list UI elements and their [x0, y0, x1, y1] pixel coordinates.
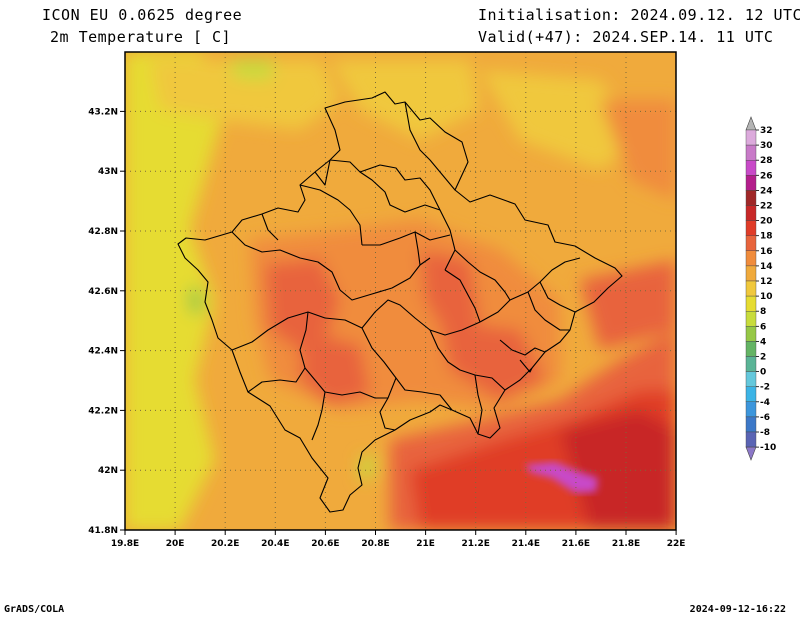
colorbar-label: 6: [760, 322, 766, 332]
variable-title: 2m Temperature [ C]: [50, 28, 232, 46]
colorbar-label: 24: [760, 186, 773, 196]
x-tick-label: 20.8E: [361, 539, 389, 549]
y-tick-label: 42.6N: [88, 287, 118, 297]
x-tick-label: 20E: [166, 539, 185, 549]
x-tick-label: 20.6E: [311, 539, 339, 549]
colorbar-label: 10: [760, 292, 773, 302]
y-axis: 41.8N 42N 42.2N 42.4N 42.6N 42.8N 43N 43.2N: [88, 107, 125, 536]
colorbar-top-arrow: [745, 116, 757, 131]
colorbar-label: 18: [760, 232, 773, 242]
colorbar-swatch: [745, 371, 757, 387]
colorbar-label: 32: [760, 126, 773, 136]
x-tick-label: 20.4E: [261, 539, 289, 549]
y-tick-label: 43.2N: [88, 107, 118, 117]
colorbar-label: -8: [760, 428, 770, 438]
colorbar-swatch: [745, 386, 757, 403]
x-tick-label: 21E: [416, 539, 435, 549]
x-tick-label: 22E: [667, 539, 686, 549]
y-tick-label: 42N: [98, 466, 118, 476]
x-axis: 19.8E 20E 20.2E 20.4E 20.6E 20.8E 21E 21.2E 21.4…: [111, 530, 686, 549]
colorbar-swatch: [745, 159, 757, 176]
valid-time: Valid(+47): 2024.SEP.14. 11 UTC: [478, 28, 774, 46]
colorbar-label: 16: [760, 247, 773, 257]
colorbar-swatch: [745, 326, 757, 342]
colorbar-swatch: [745, 431, 757, 448]
colorbar-label: 26: [760, 171, 773, 181]
colorbar-label: 12: [760, 277, 773, 287]
x-tick-label: 21.8E: [612, 539, 640, 549]
colorbar-swatch: [745, 401, 757, 418]
colorbar-swatch: [745, 235, 757, 251]
colorbar-label: 20: [760, 217, 773, 227]
graticule: [125, 52, 676, 530]
y-tick-label: 42.2N: [88, 406, 118, 416]
y-tick-label: 42.8N: [88, 227, 118, 237]
colorbar-swatch: [745, 250, 757, 267]
y-tick-label: 41.8N: [88, 526, 118, 536]
colorbar-label: 28: [760, 156, 773, 166]
footer-timestamp: 2024-09-12-16:22: [689, 604, 786, 615]
colorbar-label: 8: [760, 307, 766, 317]
colorbar-swatch: [745, 220, 757, 236]
colorbar-swatch: [745, 416, 757, 433]
x-tick-label: 20.2E: [211, 539, 239, 549]
colorbar-swatch: [745, 205, 757, 221]
colorbar-swatch: [745, 356, 757, 372]
colorbar-swatch: [745, 190, 757, 206]
colorbar-label: 14: [760, 262, 773, 272]
colorbar-label: -4: [760, 398, 770, 408]
x-tick-label: 21.4E: [512, 539, 540, 549]
colorbar-swatch: [745, 144, 757, 161]
colorbar-label: -6: [760, 413, 770, 423]
colorbar-swatch: [745, 265, 757, 282]
colorbar-label: 2: [760, 353, 766, 363]
colorbar-label: 30: [760, 141, 773, 151]
colorbar-swatch: [745, 175, 757, 191]
x-tick-label: 21.6E: [562, 539, 590, 549]
y-tick-label: 43N: [98, 167, 118, 177]
model-title: ICON EU 0.0625 degree: [42, 6, 243, 24]
x-tick-label: 21.2E: [462, 539, 490, 549]
colorbar-label: -2: [760, 383, 770, 393]
colorbar-label: 0: [760, 368, 766, 378]
colorbar-label: 22: [760, 202, 773, 212]
colorbar-label: 4: [760, 337, 766, 347]
region-borders: [177, 91, 623, 513]
y-tick-label: 42.4N: [88, 347, 118, 357]
colorbar-swatch: [745, 341, 757, 357]
colorbar-swatch: [745, 295, 757, 312]
colorbar-label: -10: [760, 443, 776, 453]
colorbar-swatch: [745, 129, 757, 146]
colorbar-swatch: [745, 280, 757, 297]
colorbar-bottom-arrow: [745, 446, 757, 461]
x-tick-label: 19.8E: [111, 539, 139, 549]
footer-credit: GrADS/COLA: [4, 604, 65, 615]
colorbar-swatch: [745, 311, 757, 327]
init-time: Initialisation: 2024.09.12. 12 UTC: [478, 6, 800, 24]
